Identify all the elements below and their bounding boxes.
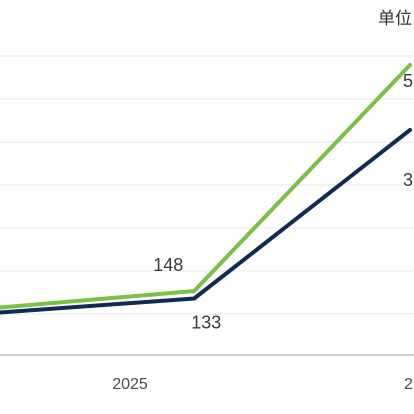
- data-label-green-end: 5: [403, 71, 413, 91]
- data-label-green-2025: 148: [153, 255, 183, 275]
- x-axis: 2025 2: [0, 354, 414, 393]
- series-line-2: [0, 128, 412, 315]
- grid-lines: [0, 55, 414, 315]
- unit-label: 单位: [378, 9, 412, 29]
- data-label-navy-end: 3: [403, 170, 413, 190]
- series-lines: [0, 63, 412, 315]
- series-line-1: [0, 63, 412, 310]
- data-label-navy-2025: 133: [191, 313, 221, 333]
- x-tick-label: 2: [404, 376, 413, 393]
- data-labels: 148 133 5 3: [153, 71, 413, 333]
- x-tick-label: 2025: [112, 376, 148, 393]
